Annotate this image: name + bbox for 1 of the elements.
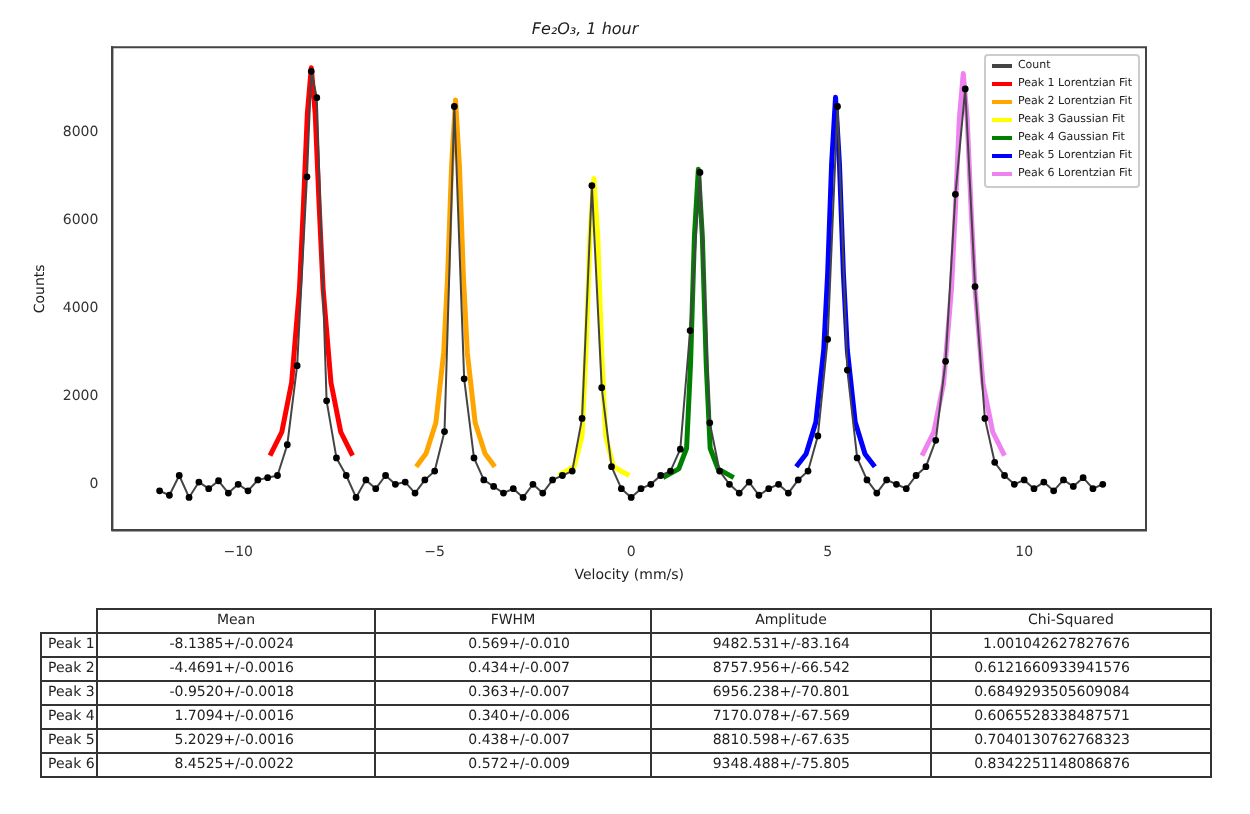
chart-title: Fe₂O₃, 1 hour xyxy=(531,19,640,38)
